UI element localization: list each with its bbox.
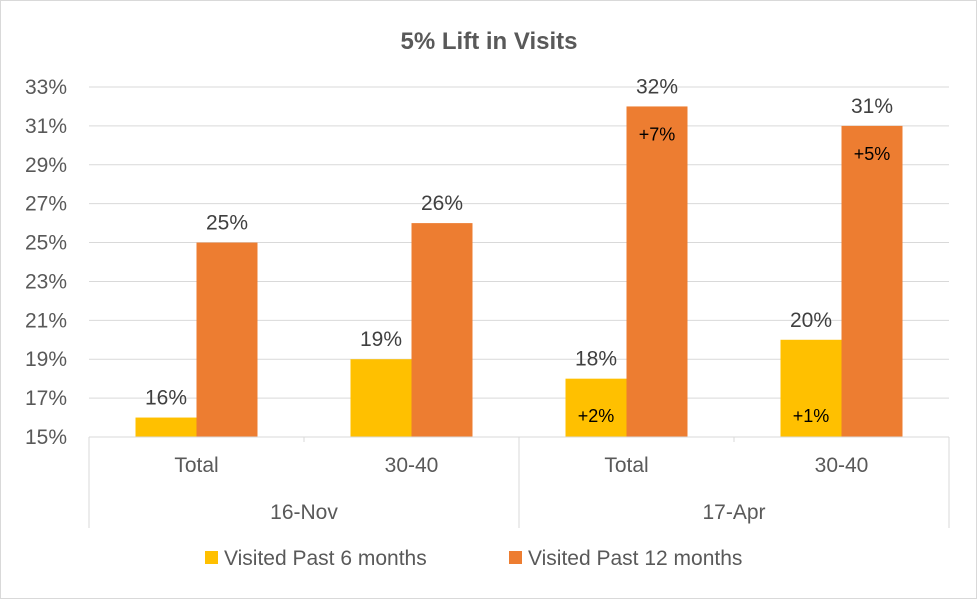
- data-label: 20%: [790, 309, 832, 332]
- data-label: 18%: [575, 348, 617, 371]
- y-tick-label: 27%: [25, 193, 67, 216]
- y-tick-label: 23%: [25, 270, 67, 293]
- chart-title: 5% Lift in Visits: [401, 28, 578, 55]
- y-axis-tick-labels: 33% 31% 29% 27% 25% 23% 21% 19% 17% 15%: [25, 76, 67, 449]
- data-label: 19%: [360, 328, 402, 351]
- category-label: Total: [174, 454, 218, 477]
- legend-label: Visited Past 12 months: [528, 547, 742, 570]
- data-label: 31%: [851, 95, 893, 118]
- y-tick-label: 19%: [25, 348, 67, 371]
- legend-label: Visited Past 6 months: [224, 547, 427, 570]
- y-tick-label: 17%: [25, 387, 67, 410]
- bars: [135, 106, 903, 437]
- bar: [841, 125, 903, 437]
- data-label: 16%: [145, 387, 187, 410]
- lift-annotations: +2% +1% +7% +5%: [578, 124, 891, 426]
- y-tick-label: 31%: [25, 115, 67, 138]
- bar: [350, 359, 412, 437]
- lift-annotation: +1%: [793, 406, 830, 426]
- lift-annotation: +7%: [639, 124, 676, 144]
- y-tick-label: 29%: [25, 154, 67, 177]
- category-label: 30-40: [815, 454, 869, 477]
- group-label: 17-Apr: [702, 501, 765, 524]
- y-tick-label: 33%: [25, 76, 67, 99]
- legend-swatch: [509, 551, 522, 564]
- lift-annotation: +5%: [854, 144, 891, 164]
- data-label: 32%: [636, 75, 678, 98]
- bar: [135, 417, 197, 437]
- bar: [196, 242, 258, 437]
- bar: [411, 223, 473, 437]
- y-tick-label: 21%: [25, 309, 67, 332]
- category-label: Total: [604, 454, 648, 477]
- y-tick-label: 15%: [25, 426, 67, 449]
- data-label: 25%: [206, 212, 248, 235]
- bar: [565, 378, 627, 437]
- data-labels: 16% 19% 18% 20% 25% 26% 32% 31%: [145, 75, 893, 409]
- bar: [780, 339, 842, 437]
- group-label: 16-Nov: [270, 501, 338, 524]
- x-axis: Total 30-40 Total 30-40 16-Nov 17-Apr: [88, 436, 950, 528]
- category-label: 30-40: [385, 454, 439, 477]
- y-tick-label: 25%: [25, 232, 67, 255]
- legend-swatch: [205, 551, 218, 564]
- lift-annotation: +2%: [578, 406, 615, 426]
- data-label: 26%: [421, 192, 463, 215]
- legend: Visited Past 6 months Visited Past 12 mon…: [205, 547, 742, 570]
- bar: [626, 106, 688, 437]
